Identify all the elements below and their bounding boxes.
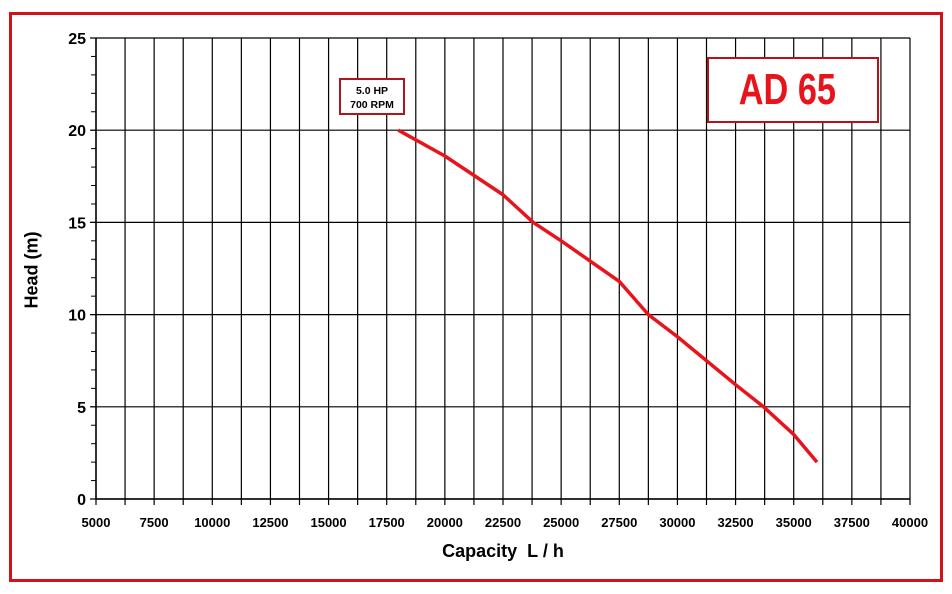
y-axis-label: Head (m) — [21, 231, 42, 309]
svg-text:27500: 27500 — [601, 515, 637, 530]
x-tick-labels: 5000 7500 10000 12500 15000 17500 20000 22500 25… — [82, 515, 929, 530]
annotation-hp: 5.0 HP — [355, 85, 389, 97]
svg-text:20: 20 — [68, 123, 86, 140]
svg-text:5: 5 — [77, 400, 86, 417]
svg-text:40000: 40000 — [892, 515, 928, 530]
axes — [91, 37, 910, 500]
svg-text:35000: 35000 — [776, 515, 812, 530]
x-axis-label: Capacity L / h — [442, 541, 564, 561]
svg-text:25000: 25000 — [543, 515, 579, 530]
svg-text:30000: 30000 — [659, 515, 695, 530]
svg-text:32500: 32500 — [717, 515, 753, 530]
y-tick-labels: 0 5 10 15 20 25 — [68, 31, 86, 509]
svg-text:10: 10 — [68, 308, 86, 325]
svg-text:15: 15 — [68, 215, 86, 232]
svg-text:15000: 15000 — [310, 515, 346, 530]
svg-text:17500: 17500 — [369, 515, 405, 530]
curve-annotation-box: 5.0 HP 700 RPM — [339, 78, 405, 115]
svg-text:25: 25 — [68, 31, 86, 48]
svg-text:12500: 12500 — [252, 515, 288, 530]
model-title-box: AD 65 — [707, 57, 879, 123]
annotation-rpm: 700 RPM — [350, 99, 394, 111]
svg-text:5000: 5000 — [82, 515, 111, 530]
svg-text:20000: 20000 — [427, 515, 463, 530]
chart-frame — [9, 12, 943, 582]
svg-text:37500: 37500 — [834, 515, 870, 530]
model-title: AD 65 — [738, 65, 836, 114]
svg-text:22500: 22500 — [485, 515, 521, 530]
svg-text:7500: 7500 — [140, 515, 169, 530]
pump-curve-line — [397, 128, 819, 464]
svg-text:10000: 10000 — [194, 515, 230, 530]
svg-text:0: 0 — [77, 492, 86, 509]
